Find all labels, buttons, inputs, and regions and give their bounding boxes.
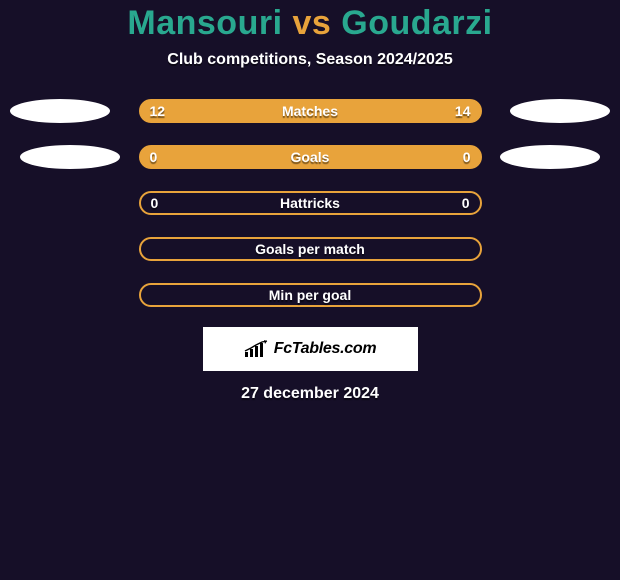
date: 27 december 2024 — [241, 385, 379, 403]
stat-value-right: 0 — [462, 195, 470, 211]
left-marker-icon — [20, 145, 120, 169]
comparison-infographic: Mansouri vs Goudarzi Club competitions, … — [0, 0, 620, 403]
subtitle: Club competitions, Season 2024/2025 — [167, 51, 452, 69]
stat-rows: 12 Matches 14 0 Goals 0 0 Hattricks 0 — [0, 99, 620, 307]
stat-bar: Goals per match — [139, 237, 482, 261]
stat-label: Goals — [140, 149, 481, 165]
stat-value-right: 14 — [455, 103, 471, 119]
stat-row-goals: 0 Goals 0 — [0, 145, 620, 169]
player2-name: Goudarzi — [341, 4, 492, 42]
stat-value-right: 0 — [463, 149, 471, 165]
stat-label: Min per goal — [141, 287, 480, 303]
stat-label: Hattricks — [141, 195, 480, 211]
stat-bar: 0 Hattricks 0 — [139, 191, 482, 215]
stat-row-hattricks: 0 Hattricks 0 — [0, 191, 620, 215]
stat-label: Goals per match — [141, 241, 480, 257]
stat-row-matches: 12 Matches 14 — [0, 99, 620, 123]
left-marker-icon — [10, 99, 110, 123]
stat-bar: 0 Goals 0 — [139, 145, 482, 169]
branding-card: FcTables.com — [203, 327, 418, 371]
stat-row-min-per-goal: Min per goal — [0, 283, 620, 307]
player1-name: Mansouri — [127, 4, 282, 42]
branding-text: FcTables.com — [274, 340, 377, 358]
chart-icon — [244, 340, 270, 358]
stat-row-goals-per-match: Goals per match — [0, 237, 620, 261]
stat-label: Matches — [140, 103, 481, 119]
right-marker-icon — [510, 99, 610, 123]
title: Mansouri vs Goudarzi — [127, 4, 492, 43]
stat-bar: Min per goal — [139, 283, 482, 307]
vs-separator: vs — [292, 4, 331, 42]
stat-bar: 12 Matches 14 — [139, 99, 482, 123]
right-marker-icon — [500, 145, 600, 169]
